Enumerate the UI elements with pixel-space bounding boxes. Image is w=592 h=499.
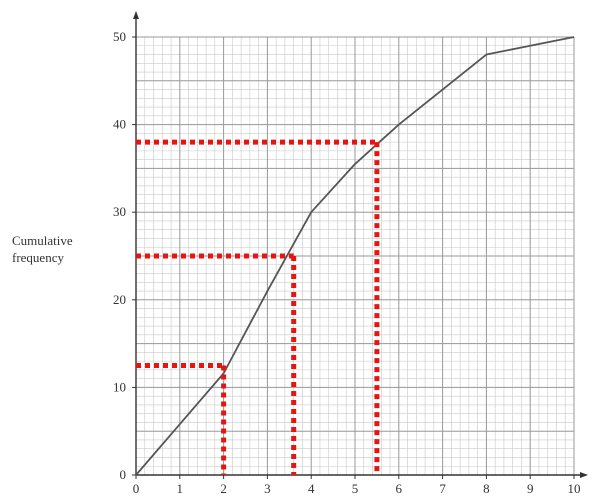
x-tick-label: 6 xyxy=(396,481,403,496)
x-tick-label: 0 xyxy=(133,481,140,496)
y-axis-arrowhead xyxy=(133,11,139,19)
series-layer xyxy=(135,36,575,476)
y-tick-label: 10 xyxy=(113,379,126,394)
x-tick-labels: 0 1 2 3 4 5 6 7 8 9 10 xyxy=(133,481,581,496)
x-tick-label: 3 xyxy=(264,481,271,496)
y-axis-label-line-1: Cumulative xyxy=(12,233,73,248)
x-tick-label: 8 xyxy=(483,481,490,496)
x-tick-label: 4 xyxy=(308,481,315,496)
x-tick-label: 10 xyxy=(568,481,581,496)
y-axis-label-line-2: frequency xyxy=(12,250,64,265)
y-tick-label: 20 xyxy=(113,292,126,307)
x-tick-label: 1 xyxy=(177,481,184,496)
x-tick-label: 2 xyxy=(220,481,227,496)
y-tick-label: 50 xyxy=(113,29,126,44)
cumulative-frequency-line xyxy=(135,36,575,476)
axes xyxy=(132,11,588,479)
y-tick-labels: 0 10 20 30 40 50 xyxy=(113,29,126,482)
y-axis-label: Cumulative frequency xyxy=(12,232,73,266)
x-axis-arrowhead xyxy=(580,472,588,478)
y-tick-label: 0 xyxy=(120,467,127,482)
x-tick-label: 5 xyxy=(352,481,359,496)
y-tick-label: 30 xyxy=(113,204,126,219)
x-tick-label: 9 xyxy=(527,481,534,496)
y-tick-label: 40 xyxy=(113,117,126,132)
guide-lines xyxy=(136,139,380,475)
x-tick-label: 7 xyxy=(439,481,446,496)
